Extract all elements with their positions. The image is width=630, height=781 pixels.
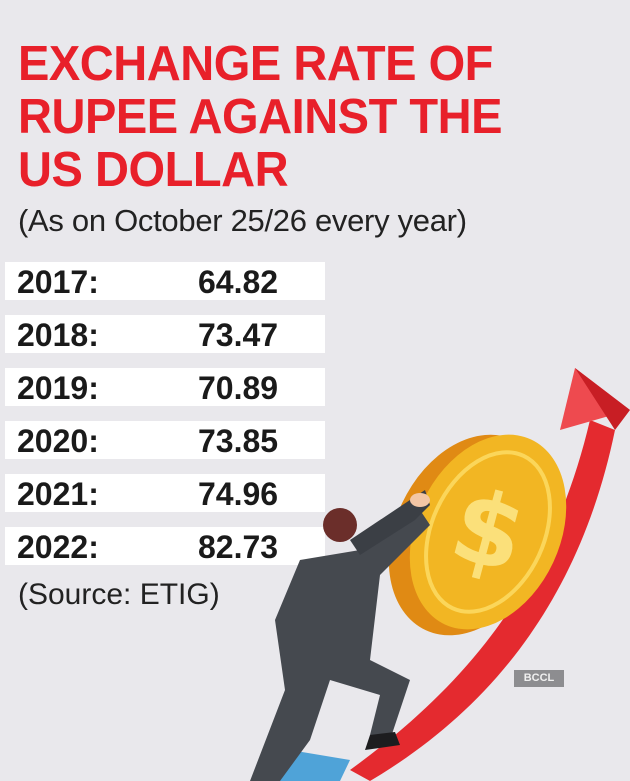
rate-cell: 73.85: [198, 423, 279, 459]
year-cell: 2019:: [17, 370, 99, 406]
table-row: 2017: 64.82: [5, 262, 325, 300]
watermark: BCCL: [514, 670, 564, 687]
illustration: $: [250, 368, 630, 781]
table-row: 2021: 74.96: [5, 474, 325, 512]
rate-cell: 64.82: [198, 264, 279, 300]
title-line: EXCHANGE RATE OF: [18, 37, 493, 91]
businessman-icon: [250, 490, 430, 781]
table-row: 2019: 70.89: [5, 368, 325, 406]
year-cell: 2022:: [17, 529, 99, 565]
title-line: RUPEE AGAINST THE: [18, 90, 503, 144]
year-cell: 2020:: [17, 423, 99, 459]
source-note: (Source: ETIG): [18, 578, 220, 611]
table-row: 2018: 73.47: [5, 315, 325, 353]
dollar-coin-icon: $: [388, 434, 567, 636]
rate-cell: 74.96: [198, 476, 279, 512]
rate-cell: 82.73: [198, 529, 279, 565]
rising-arrow-icon: [350, 368, 630, 781]
year-cell: 2018:: [17, 317, 99, 353]
table-row: 2020: 73.85: [5, 421, 325, 459]
rate-table: 2017: 64.82 2018: 73.47 2019: 70.89 2020: 73…: [5, 262, 325, 580]
table-row: 2022: 82.73: [5, 527, 325, 565]
rate-cell: 73.47: [198, 317, 279, 353]
subtitle: (As on October 25/26 every year): [18, 203, 467, 238]
title: EXCHANGE RATE OF RUPEE AGAINST THE US DO…: [18, 37, 503, 197]
rate-cell: 70.89: [198, 370, 279, 406]
title-line: US DOLLAR: [18, 143, 289, 197]
year-cell: 2021:: [17, 476, 99, 512]
year-cell: 2017:: [17, 264, 99, 300]
